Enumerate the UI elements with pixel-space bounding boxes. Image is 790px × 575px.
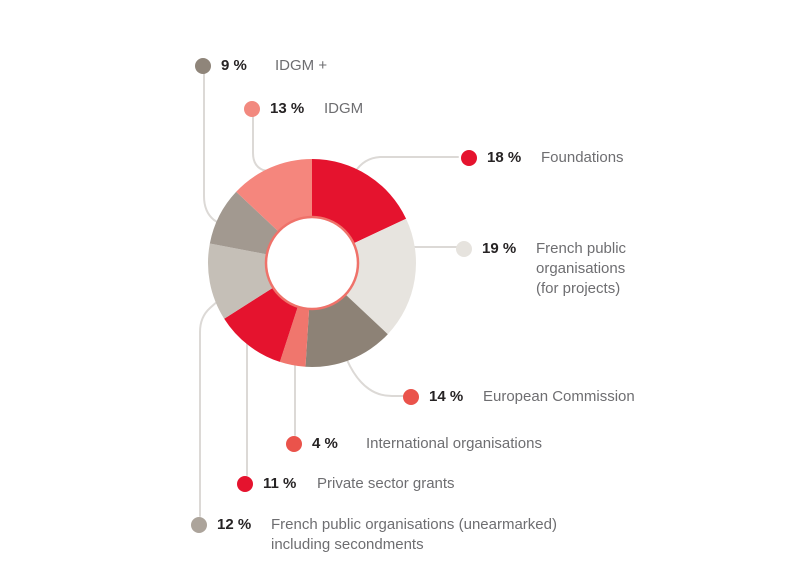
donut-slices [207, 159, 416, 367]
value-french-public-projects: 19 % [482, 240, 517, 257]
value-european-commission: 14 % [429, 388, 464, 405]
legend-dot-french-public-unearmarked [191, 517, 207, 533]
leader-line-european-commission [346, 359, 405, 397]
value-idgm: 13 % [270, 100, 305, 117]
donut-slice-french-public-unearmarked [207, 243, 274, 319]
legend-dot-idgm-plus [195, 58, 211, 74]
label-text-foundations: Foundations [541, 149, 624, 166]
value-foundations: 18 % [487, 149, 522, 166]
label-text-french-public-projects: French public organisations (for project… [536, 239, 626, 299]
label-text-french-public-unearmarked: French public organisations (unearmarked… [271, 515, 557, 555]
legend-dot-international-organisations [286, 436, 302, 452]
label-idgm: 13 % IDGM [244, 99, 363, 119]
leader-line-french-public-unearmarked [199, 299, 220, 517]
legend-dot-idgm [244, 101, 260, 117]
leader-line-idgm [252, 116, 293, 177]
donut-slice-idgm [236, 159, 312, 232]
value-private-sector-grants: 11 % [263, 475, 297, 492]
label-french-public-unearmarked: 12 % French public organisations (unearm… [191, 515, 557, 555]
legend-dot-foundations [461, 150, 477, 166]
label-line: French public [536, 240, 627, 257]
label-line: organisations [536, 260, 626, 277]
legend-dot-private-sector-grants [237, 476, 253, 492]
donut-slice-french-public-projects [345, 218, 416, 335]
value-french-public-unearmarked: 12 % [217, 516, 252, 533]
label-french-public-projects: 19 % French public organisations (for pr… [456, 239, 626, 299]
legend-dot-european-commission [403, 389, 419, 405]
label-european-commission: 14 % European Commission [403, 387, 635, 407]
donut-slice-idgm-plus [209, 191, 279, 255]
donut-slice-private-sector-grants [224, 287, 298, 362]
value-international-organisations: 4 % [312, 435, 338, 452]
donut-slice-european-commission [305, 294, 388, 367]
label-text-idgm-plus: IDGM + [275, 57, 328, 74]
label-international-organisations: 4 % International organisations [286, 434, 542, 454]
value-idgm-plus: 9 % [221, 57, 247, 74]
label-foundations: 18 % Foundations [461, 148, 624, 168]
label-line: including secondments [271, 536, 424, 553]
label-text-private-sector-grants: Private sector grants [317, 475, 455, 492]
donut-slice-international-organisations [279, 306, 310, 367]
label-text-international-organisations: International organisations [366, 435, 542, 452]
label-private-sector-grants: 11 % Private sector grants [237, 474, 455, 494]
label-text-idgm: IDGM [324, 100, 364, 117]
legend-dot-french-public-projects [456, 241, 472, 257]
label-idgm-plus: 9 % IDGM + [195, 56, 327, 76]
label-line: (for projects) [536, 280, 621, 297]
donut-inner-hole [264, 215, 360, 311]
label-line: French public organisations (unearmarked… [271, 516, 557, 533]
label-text-european-commission: European Commission [483, 388, 635, 405]
leader-line-idgm-plus [203, 73, 234, 233]
